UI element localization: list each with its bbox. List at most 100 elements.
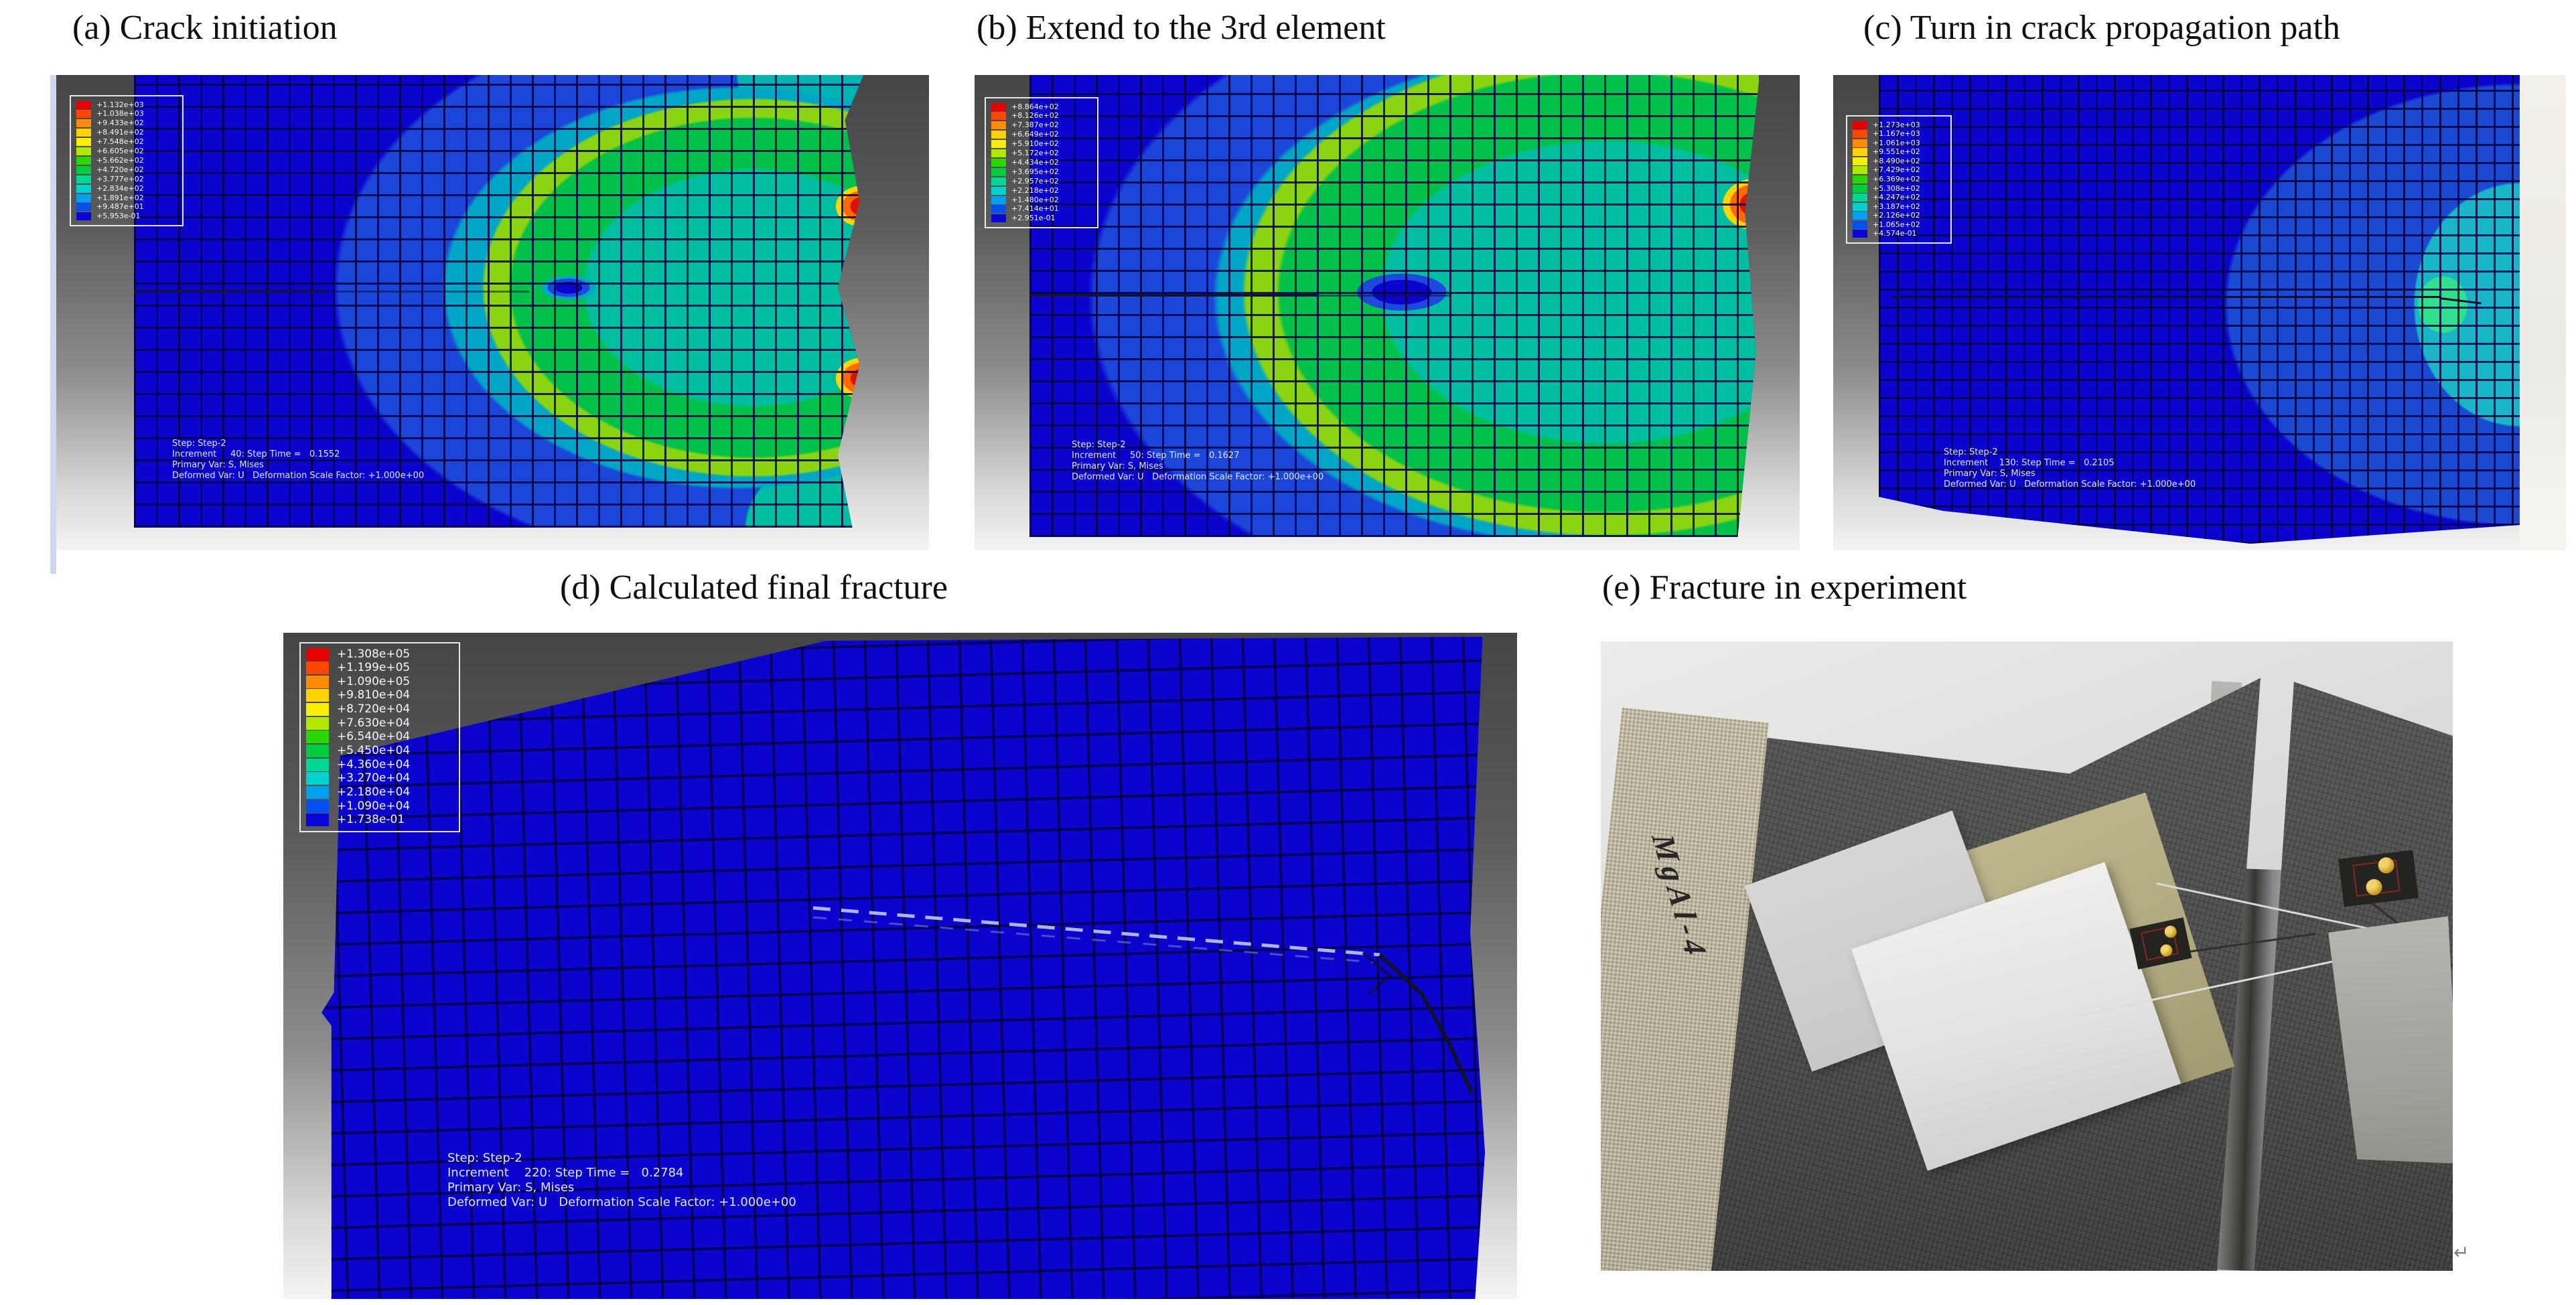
legend-value: +7.548e+02 <box>96 137 144 147</box>
legend-entry: +1.038e+03 <box>76 110 177 119</box>
legend-entry: +7.387e+02 <box>991 121 1092 130</box>
step-info-d: Step: Step-2 Increment 220: Step Time = 0… <box>447 1151 796 1210</box>
legend-value: +3.270e+04 <box>337 771 411 785</box>
legend-value: +2.218e+02 <box>1011 185 1059 195</box>
legend-entry: +9.433e+02 <box>76 119 177 128</box>
legend-color-swatch <box>991 121 1006 130</box>
legend-color-swatch <box>1853 121 1867 129</box>
legend-color-swatch <box>1853 220 1867 229</box>
legend-value: +1.061e+03 <box>1873 138 1920 147</box>
legend-value: +6.369e+02 <box>1873 174 1920 183</box>
step-text-line: Deformed Var: U Deformation Scale Factor… <box>1944 479 2196 489</box>
legend-entry: +5.953e-01 <box>76 212 177 221</box>
legend-entry: +2.218e+02 <box>991 186 1092 195</box>
step-text-line: Step: Step-2 <box>447 1151 522 1165</box>
legend-value: +2.957e+02 <box>1011 176 1059 185</box>
legend-value: +1.480e+02 <box>1011 195 1059 204</box>
panel-title-d: (d) Calculated final fracture <box>560 568 948 607</box>
legend-entry: +3.695e+02 <box>991 167 1092 176</box>
step-text-line: Increment 50: Step Time = 0.1627 <box>1072 451 1240 461</box>
legend-color-swatch <box>1853 139 1867 147</box>
stress-legend-c: +1.273e+03 +1.167e+03 +1.061e+03 +9.551e+02… <box>1846 115 1952 244</box>
legend-color-swatch <box>991 196 1006 204</box>
abaqus-viewport-b: +8.864e+02 +8.126e+02 +7.387e+02 +6.649e+02… <box>975 75 1800 550</box>
legend-value: +8.864e+02 <box>1011 102 1059 111</box>
legend-color-swatch <box>991 186 1006 195</box>
step-info-b: Step: Step-2 Increment 50: Step Time = 0.… <box>1072 440 1323 483</box>
legend-entry: +1.090e+05 <box>306 675 453 688</box>
step-text-line: Deformed Var: U Deformation Scale Factor… <box>172 471 425 481</box>
fea-mesh-b <box>1029 75 1760 537</box>
legend-entry: +5.172e+02 <box>991 149 1092 158</box>
legend-value: +4.360e+04 <box>337 757 411 771</box>
legend-entry: +7.548e+02 <box>76 138 177 147</box>
legend-color-swatch <box>306 731 329 744</box>
legend-value: +4.247e+02 <box>1873 193 1920 202</box>
legend-value: +3.695e+02 <box>1011 167 1059 176</box>
legend-value: +1.132e+03 <box>96 100 144 109</box>
legend-value: +3.187e+02 <box>1873 202 1920 211</box>
legend-value: +1.167e+03 <box>1873 129 1920 139</box>
legend-value: +6.605e+02 <box>96 147 144 156</box>
legend-entry: +6.369e+02 <box>1853 175 1945 183</box>
legend-entry: +2.180e+04 <box>306 786 453 799</box>
legend-color-swatch <box>76 184 91 193</box>
legend-color-swatch <box>1853 157 1867 165</box>
legend-entry: +5.450e+04 <box>306 745 453 758</box>
legend-entry: +1.090e+04 <box>306 799 453 813</box>
abaqus-viewport-d: +1.308e+05 +1.199e+05 +1.090e+05 +9.810e+04… <box>283 633 1517 1299</box>
legend-value: +6.649e+02 <box>1011 130 1059 139</box>
crack-tip-c <box>2439 297 2482 305</box>
legend-color-swatch <box>1853 130 1867 139</box>
step-text-line: Primary Var: S, Mises <box>172 460 264 470</box>
step-text-line: Increment 220: Step Time = 0.2784 <box>447 1166 684 1180</box>
legend-entry: +1.480e+02 <box>991 196 1092 204</box>
fea-panel-d: +1.308e+05 +1.199e+05 +1.090e+05 +9.810e+04… <box>283 633 1517 1299</box>
legend-value: +4.434e+02 <box>1011 157 1059 167</box>
legend-color-swatch <box>1853 166 1867 175</box>
legend-color-swatch <box>76 165 91 174</box>
legend-color-swatch <box>1853 175 1867 183</box>
legend-color-swatch <box>306 745 329 758</box>
legend-entry: +6.540e+04 <box>306 731 453 744</box>
crack-line-a <box>134 290 328 293</box>
fea-panel-c: +1.273e+03 +1.167e+03 +1.061e+03 +9.551e+02… <box>1833 75 2566 550</box>
step-text-line: Primary Var: S, Mises <box>1944 469 2035 479</box>
legend-value: +7.414e+01 <box>1011 204 1059 214</box>
legend-entry: +1.891e+02 <box>76 194 177 202</box>
legend-entry: +3.270e+04 <box>306 772 453 785</box>
legend-entry: +8.491e+02 <box>76 129 177 137</box>
step-text-line: Primary Var: S, Mises <box>447 1180 575 1195</box>
legend-value: +5.308e+02 <box>1873 183 1920 193</box>
legend-entry: +1.738e-01 <box>306 814 453 827</box>
legend-entry: +4.360e+04 <box>306 758 453 771</box>
step-text-line: Step: Step-2 <box>1072 440 1126 450</box>
legend-value: +9.433e+02 <box>96 119 144 128</box>
legend-entry: +9.487e+01 <box>76 203 177 212</box>
legend-value: +1.308e+05 <box>337 647 411 661</box>
step-text-line: Step: Step-2 <box>172 439 226 449</box>
legend-value: +9.810e+04 <box>337 688 411 702</box>
legend-color-swatch <box>76 203 91 212</box>
step-text-line: Primary Var: S, Mises <box>1072 461 1163 471</box>
window-edge-strip <box>50 75 56 574</box>
panel-title-b: (b) Extend to the 3rd element <box>977 9 1386 47</box>
legend-value: +1.199e+05 <box>337 661 411 675</box>
experiment-photo: MgAl-4 <box>1601 641 2453 1271</box>
legend-color-swatch <box>1853 230 1867 238</box>
legend-value: +7.429e+02 <box>1873 165 1920 175</box>
legend-color-swatch <box>306 647 329 661</box>
step-text-line: Increment 130: Step Time = 0.2105 <box>1944 458 2115 468</box>
step-text-line: Deformed Var: U Deformation Scale Factor… <box>447 1195 796 1209</box>
abaqus-viewport-a: +1.132e+03 +1.038e+03 +9.433e+02 +8.491e+02… <box>56 75 929 550</box>
legend-value: +2.834e+02 <box>96 183 144 193</box>
fea-mesh-a <box>134 75 863 528</box>
legend-entry: +4.574e-01 <box>1853 230 1945 238</box>
legend-color-swatch <box>991 177 1006 185</box>
legend-color-swatch <box>76 175 91 183</box>
legend-color-swatch <box>306 689 329 702</box>
legend-color-swatch <box>76 138 91 147</box>
legend-color-swatch <box>991 205 1006 214</box>
strain-gauge-right <box>2338 850 2419 907</box>
